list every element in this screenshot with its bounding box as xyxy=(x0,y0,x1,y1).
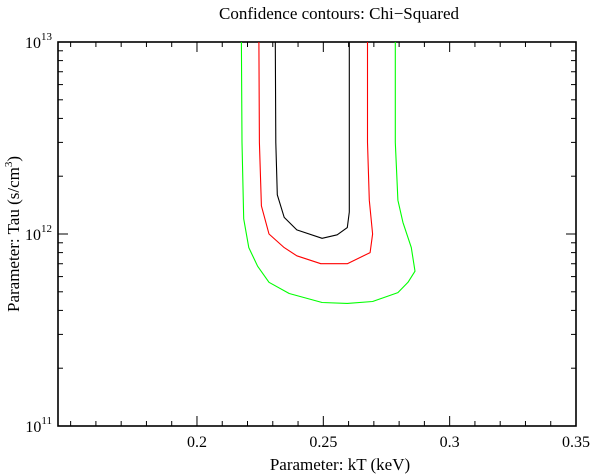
x-axis-label: Parameter: kT (keV) xyxy=(270,455,410,474)
y-axis-label-prefix: Parameter: Tau (s/cm xyxy=(4,167,23,312)
plot-area xyxy=(57,41,577,427)
plot-frame xyxy=(57,41,577,427)
series-contour-3 xyxy=(240,41,416,304)
y-axis-label: Parameter: Tau (s/cm3) xyxy=(3,156,23,312)
y-tick-label: 1011 xyxy=(25,415,52,436)
y-tick-exp: 12 xyxy=(41,223,52,235)
x-tick-label: 0.35 xyxy=(562,434,590,451)
y-axis-label-sup: 3 xyxy=(3,161,15,167)
y-axis-label-suffix: ) xyxy=(4,156,23,162)
series-contour-2 xyxy=(258,41,374,265)
axis-ticks xyxy=(58,41,577,427)
y-tick-base: 10 xyxy=(25,35,41,52)
y-tick-base: 10 xyxy=(25,419,41,436)
y-tick-label: 1013 xyxy=(25,31,53,52)
chart-title: Confidence contours: Chi−Squared xyxy=(219,4,459,23)
x-tick-label: 0.2 xyxy=(187,434,207,451)
y-tick-base: 10 xyxy=(25,227,41,244)
x-tick-label: 0.25 xyxy=(309,434,337,451)
y-tick-exp: 11 xyxy=(41,415,52,427)
y-tick-exp: 13 xyxy=(41,31,53,43)
x-tick-label: 0.3 xyxy=(440,434,460,451)
series-group xyxy=(240,41,416,304)
series-contour-1 xyxy=(274,41,350,239)
y-tick-label: 1012 xyxy=(25,223,52,244)
